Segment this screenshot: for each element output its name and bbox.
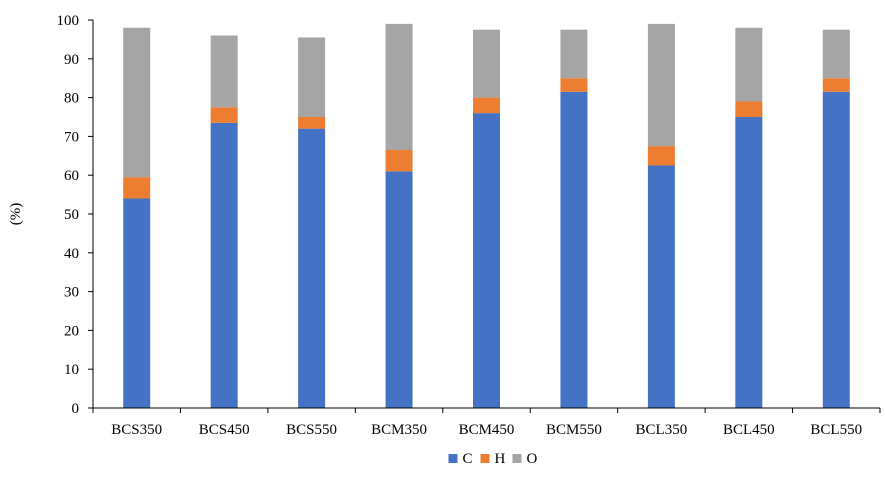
x-tick-label-bcm550: BCM550 [546, 422, 602, 438]
bar-segment-c-bcl450 [735, 117, 763, 408]
axes-layer [88, 19, 881, 413]
y-tick-label-0: 0 [72, 401, 80, 417]
bar-segment-o-bcm550 [560, 29, 588, 79]
bar-segment-h-bcs350 [123, 177, 151, 199]
legend-swatch-h [480, 454, 490, 463]
y-tick-label-10: 10 [64, 362, 79, 378]
x-tick-label-bcs350: BCS350 [111, 422, 162, 438]
bar-segment-c-bcm550 [560, 91, 588, 408]
bar-segment-c-bcl350 [647, 165, 675, 408]
x-tick-label-bcl550: BCL550 [810, 422, 862, 438]
legend-swatch-o [512, 454, 522, 463]
bar-segment-o-bcl450 [735, 27, 763, 102]
bar-segment-c-bcs350 [123, 198, 151, 408]
bar-segment-h-bcm350 [385, 149, 413, 172]
bar-segment-h-bcl550 [822, 78, 850, 92]
x-tick-label-bcm450: BCM450 [459, 422, 515, 438]
x-tick-label-bcm350: BCM350 [371, 422, 427, 438]
bar-segment-o-bcm450 [473, 29, 500, 98]
bar-segment-o-bcl350 [647, 23, 675, 147]
bar-segment-h-bcl350 [647, 146, 675, 166]
bar-segment-c-bcl550 [822, 91, 850, 408]
bar-segment-o-bcs350 [123, 27, 151, 178]
y-tick-label-90: 90 [64, 52, 79, 68]
bar-segment-o-bcm350 [385, 23, 413, 150]
bar-segment-h-bcl450 [735, 101, 763, 117]
bar-segment-c-bcm350 [385, 171, 413, 408]
bar-segment-o-bcs450 [210, 35, 238, 108]
labels-layer: 0 10 20 30 40 50 60 70 80 90 100 BCS350 BCS450 BCS550… [57, 13, 863, 438]
y-axis-title: (%) [8, 203, 24, 226]
legend-label-c: C [463, 451, 473, 467]
y-tick-label-40: 40 [64, 246, 79, 262]
y-tick-label-20: 20 [64, 323, 79, 339]
y-tick-label-30: 30 [64, 285, 79, 301]
bar-segment-o-bcl550 [822, 29, 850, 79]
bar-segment-c-bcm450 [473, 113, 500, 409]
bars-layer [123, 23, 850, 409]
legend-swatch-c [448, 454, 458, 463]
legend-label-h: H [495, 451, 506, 467]
y-tick-label-80: 80 [64, 91, 79, 107]
y-tick-label-50: 50 [64, 207, 79, 223]
x-tick-label-bcs550: BCS550 [286, 422, 337, 438]
legend-label-o: O [527, 451, 538, 467]
bar-segment-c-bcs450 [210, 122, 238, 408]
bar-segment-c-bcs550 [298, 128, 326, 408]
x-tick-label-bcs450: BCS450 [199, 422, 250, 438]
bar-segment-h-bcm450 [473, 97, 500, 114]
x-tick-label-bcl450: BCL450 [723, 422, 775, 438]
y-tick-label-100: 100 [57, 13, 80, 29]
y-tick-label-60: 60 [64, 168, 79, 184]
bar-segment-h-bcm550 [560, 78, 588, 92]
bar-segment-h-bcs450 [210, 107, 238, 123]
x-tick-label-bcl350: BCL350 [636, 422, 688, 438]
bar-segment-h-bcs550 [298, 117, 326, 129]
bar-segment-o-bcs550 [298, 37, 326, 117]
y-tick-label-70: 70 [64, 129, 79, 145]
